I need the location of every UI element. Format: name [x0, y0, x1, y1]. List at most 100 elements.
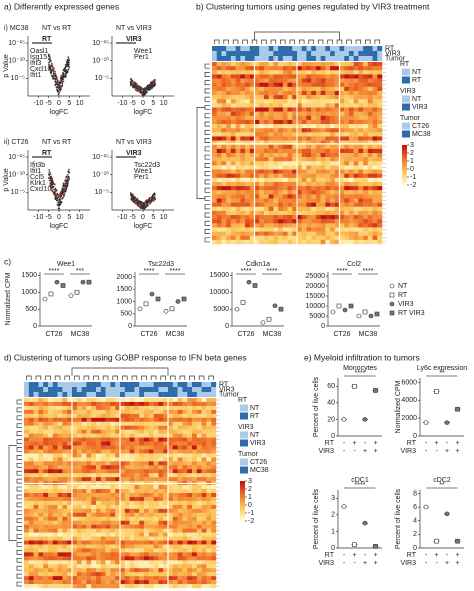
- heat-cell: [226, 78, 232, 83]
- heat-cell: [249, 99, 255, 104]
- heat-cell: [358, 90, 364, 96]
- heat-cell: [363, 144, 369, 150]
- heat-cell: [187, 560, 193, 565]
- heat-cell: [282, 136, 288, 141]
- heat-cell: [129, 465, 135, 470]
- heat-cell: [139, 528, 145, 533]
- heat-cell: [172, 417, 178, 422]
- heat-cell: [344, 136, 350, 141]
- heat-cell: [211, 417, 217, 422]
- heat-cell: [344, 78, 350, 83]
- heat-cell: [52, 413, 58, 418]
- heat-cell: [367, 194, 373, 199]
- heat-cell: [163, 473, 169, 478]
- heat-cell: [334, 95, 340, 100]
- heat-cell: [315, 194, 321, 199]
- heat-cell: [263, 115, 269, 121]
- heat-cell: [282, 169, 288, 174]
- heat-cell: [372, 82, 378, 88]
- heat-cell: [144, 449, 149, 454]
- heat-cell: [52, 449, 58, 454]
- heat-cell: [81, 504, 87, 510]
- gene-point: [62, 69, 65, 72]
- heat-cell: [367, 219, 373, 224]
- heat-cell: [48, 421, 53, 426]
- heat-cell: [105, 580, 111, 585]
- heat-cell: [358, 235, 364, 241]
- heat-cell: [158, 556, 164, 561]
- heat-cell: [212, 181, 217, 187]
- heat-cell: [38, 576, 44, 581]
- heat-cell: [153, 528, 159, 533]
- heat-cell: [62, 572, 68, 577]
- gene-point: [57, 193, 59, 196]
- heat-cell: [301, 124, 307, 129]
- heat-cell: [339, 111, 345, 116]
- heat-cell: [249, 219, 255, 224]
- heat-cell: [172, 421, 178, 426]
- heat-cell: [216, 223, 222, 228]
- heat-cell: [100, 532, 106, 537]
- gene-point: [62, 75, 64, 78]
- heat-cell: [367, 223, 373, 228]
- heat-cell: [377, 82, 383, 88]
- heat-cell: [330, 124, 335, 129]
- heat-cell: [311, 169, 317, 174]
- heat-cell: [245, 144, 250, 150]
- heat-cell: [315, 215, 321, 220]
- heat-cell: [48, 493, 53, 498]
- heat-cell: [182, 556, 188, 561]
- heat-cell: [24, 401, 29, 407]
- dendrogram: [214, 31, 380, 44]
- heat-cell: [33, 544, 39, 549]
- heat-cell: [306, 119, 312, 125]
- heat-cell: [235, 198, 241, 203]
- heat-cell: [91, 469, 97, 474]
- heat-cell: [348, 115, 354, 121]
- annotation-cell: [163, 392, 169, 397]
- heat-cell: [348, 165, 354, 170]
- heat-cell: [81, 568, 87, 573]
- heat-cell: [62, 556, 68, 561]
- heat-cell: [129, 512, 135, 517]
- gene-point: [55, 86, 58, 89]
- heat-cell: [196, 516, 202, 521]
- heat-cell: [235, 103, 241, 108]
- heat-cell: [278, 210, 284, 216]
- heat-cell: [226, 148, 232, 154]
- heat-cell: [110, 568, 116, 573]
- heat-cell: [182, 465, 188, 470]
- heat-cell: [148, 552, 154, 557]
- heat-cell: [206, 449, 212, 454]
- heat-cell: [348, 66, 354, 71]
- heat-cell: [177, 429, 183, 434]
- heat-cell: [33, 437, 39, 442]
- heat-cell: [259, 198, 265, 203]
- heat-cell: [72, 532, 77, 537]
- heat-cell: [201, 564, 207, 569]
- annotation-cell: [148, 382, 154, 387]
- annotation-cell: [201, 382, 207, 387]
- annotation-cell: [212, 46, 217, 51]
- heat-cell: [192, 556, 197, 561]
- heat-cell: [86, 398, 92, 403]
- heat-cell: [201, 508, 207, 513]
- heat-cell: [81, 532, 87, 537]
- heat-cell: [278, 206, 284, 212]
- heat-cell: [287, 95, 293, 100]
- heat-cell: [201, 437, 207, 442]
- heat-cell: [240, 153, 246, 158]
- gene-point: [63, 195, 65, 197]
- heat-cell: [168, 409, 173, 415]
- heat-cell: [124, 520, 130, 525]
- heat-cell: [182, 548, 188, 553]
- heat-cell: [172, 540, 178, 545]
- annotation-cell: [86, 392, 92, 397]
- heat-cell: [320, 62, 326, 67]
- heat-cell: [33, 540, 39, 545]
- annotation-cell: [367, 46, 373, 51]
- heat-cell: [72, 536, 77, 541]
- heat-cell: [196, 564, 202, 569]
- heat-cell: [129, 556, 135, 561]
- colorbar-label: 3: [410, 142, 414, 149]
